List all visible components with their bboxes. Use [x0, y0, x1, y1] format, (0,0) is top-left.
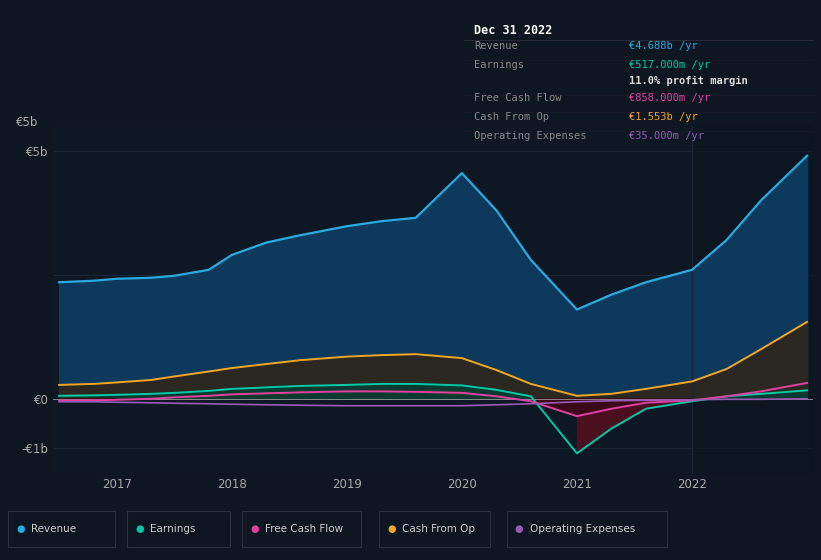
Text: €858.000m /yr: €858.000m /yr	[629, 94, 710, 104]
Text: Earnings: Earnings	[150, 524, 195, 534]
Text: Revenue: Revenue	[475, 41, 518, 51]
Text: Operating Expenses: Operating Expenses	[530, 524, 635, 534]
Bar	[692, 126, 813, 473]
Text: ●: ●	[16, 524, 25, 534]
Text: €35.000m /yr: €35.000m /yr	[629, 131, 704, 141]
Text: Free Cash Flow: Free Cash Flow	[265, 524, 343, 534]
Text: ●: ●	[515, 524, 523, 534]
Text: Cash From Op: Cash From Op	[402, 524, 475, 534]
Text: ●: ●	[135, 524, 144, 534]
Text: €517.000m /yr: €517.000m /yr	[629, 60, 710, 70]
Text: Dec 31 2022: Dec 31 2022	[475, 24, 553, 37]
Text: 11.0% profit margin: 11.0% profit margin	[629, 76, 747, 86]
Text: Revenue: Revenue	[31, 524, 76, 534]
Text: €4.688b /yr: €4.688b /yr	[629, 41, 697, 51]
Text: Free Cash Flow: Free Cash Flow	[475, 94, 562, 104]
Text: Cash From Op: Cash From Op	[475, 113, 549, 123]
Text: ●: ●	[250, 524, 259, 534]
Text: Operating Expenses: Operating Expenses	[475, 131, 587, 141]
Text: €5b: €5b	[16, 116, 39, 129]
Text: ●: ●	[388, 524, 396, 534]
Text: €1.553b /yr: €1.553b /yr	[629, 113, 697, 123]
Text: Earnings: Earnings	[475, 60, 525, 70]
